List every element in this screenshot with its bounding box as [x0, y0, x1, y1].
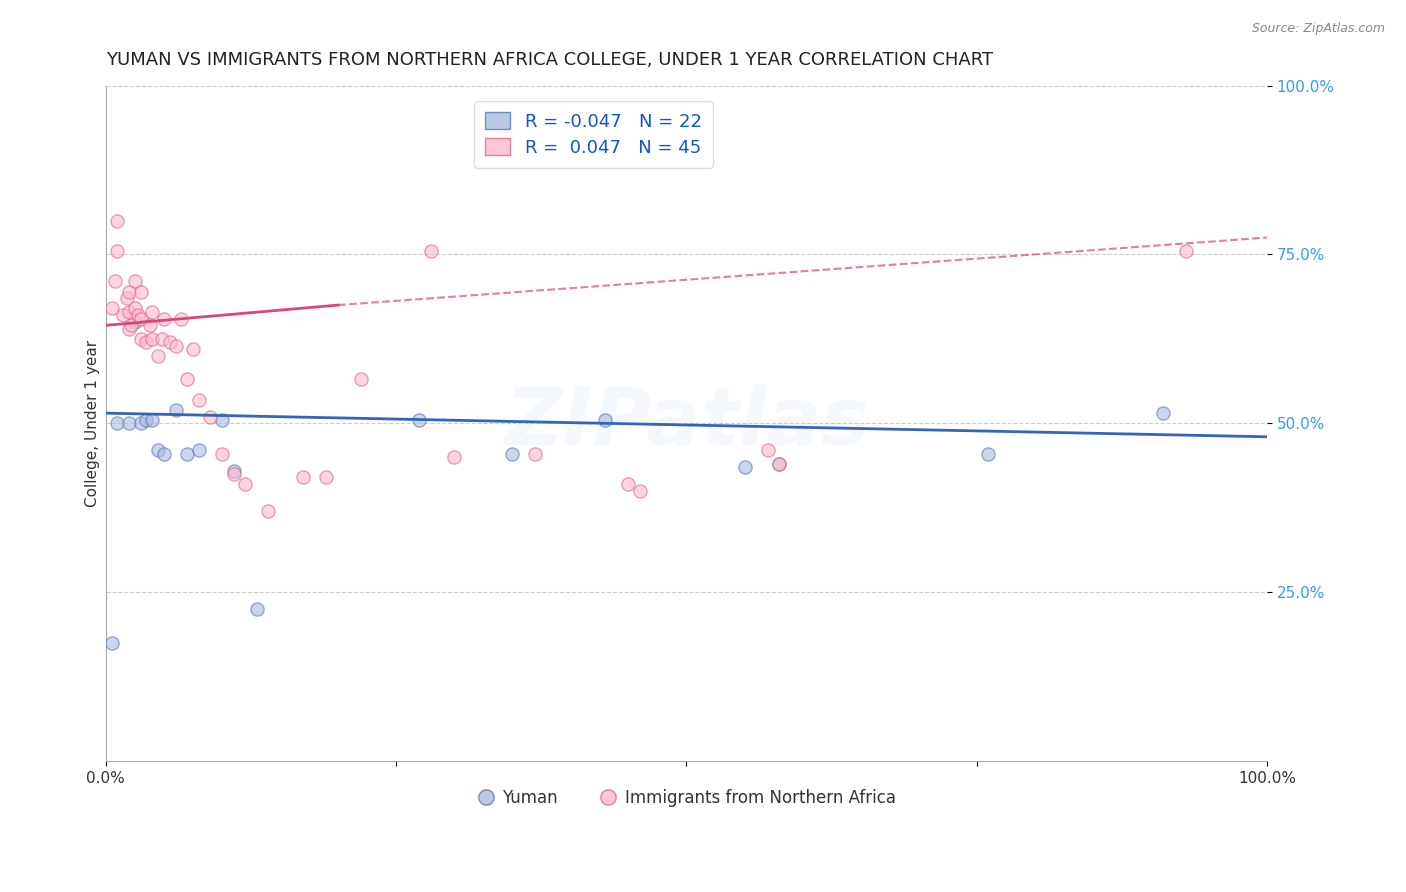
Point [146, 349, 169, 363]
Point [628, 483, 651, 498]
Text: Source: ZipAtlas.com: Source: ZipAtlas.com [1251, 22, 1385, 36]
Point [159, 335, 181, 350]
Point [187, 392, 209, 407]
Point [501, 447, 523, 461]
Point [211, 413, 233, 427]
Point [129, 417, 152, 431]
Point [153, 311, 176, 326]
Point [129, 332, 152, 346]
Point [165, 402, 187, 417]
Point [315, 470, 337, 484]
Point [1152, 406, 1174, 420]
Point [135, 335, 157, 350]
Point [104, 275, 127, 289]
Point [141, 332, 163, 346]
Point [768, 457, 790, 471]
Point [181, 342, 204, 356]
Point [129, 311, 152, 326]
Point [617, 477, 640, 491]
Point [153, 447, 176, 461]
Point [141, 413, 163, 427]
Point [1174, 244, 1197, 258]
Point [176, 447, 198, 461]
Point [233, 477, 256, 491]
Point [135, 413, 157, 427]
Point [129, 285, 152, 299]
Point [107, 244, 129, 258]
Point [524, 447, 547, 461]
Point [141, 305, 163, 319]
Point [408, 413, 430, 427]
Point [124, 275, 146, 289]
Point [292, 470, 315, 484]
Text: ZIPatlas: ZIPatlas [503, 384, 869, 462]
Point [100, 636, 122, 650]
Point [257, 504, 280, 518]
Point [170, 311, 193, 326]
Point [146, 443, 169, 458]
Legend: Yuman, Immigrants from Northern Africa: Yuman, Immigrants from Northern Africa [471, 782, 903, 814]
Point [350, 372, 373, 386]
Point [222, 467, 245, 481]
Point [443, 450, 465, 464]
Point [734, 460, 756, 475]
Y-axis label: College, Under 1 year: College, Under 1 year [86, 340, 100, 507]
Point [176, 372, 198, 386]
Point [120, 318, 142, 333]
Point [139, 318, 162, 333]
Point [187, 443, 209, 458]
Point [150, 332, 173, 346]
Point [118, 305, 141, 319]
Point [127, 308, 149, 322]
Point [756, 443, 779, 458]
Point [100, 301, 122, 316]
Point [107, 213, 129, 227]
Point [593, 413, 616, 427]
Point [165, 338, 187, 352]
Point [768, 457, 790, 471]
Point [211, 447, 233, 461]
Point [222, 464, 245, 478]
Point [118, 285, 141, 299]
Point [118, 417, 141, 431]
Point [200, 409, 222, 424]
Point [124, 301, 146, 316]
Point [977, 447, 1000, 461]
Text: YUMAN VS IMMIGRANTS FROM NORTHERN AFRICA COLLEGE, UNDER 1 YEAR CORRELATION CHART: YUMAN VS IMMIGRANTS FROM NORTHERN AFRICA… [105, 51, 993, 69]
Point [420, 244, 443, 258]
Point [118, 322, 141, 336]
Point [112, 308, 135, 322]
Point [124, 315, 146, 329]
Point [107, 417, 129, 431]
Point [115, 291, 138, 305]
Point [246, 602, 269, 616]
